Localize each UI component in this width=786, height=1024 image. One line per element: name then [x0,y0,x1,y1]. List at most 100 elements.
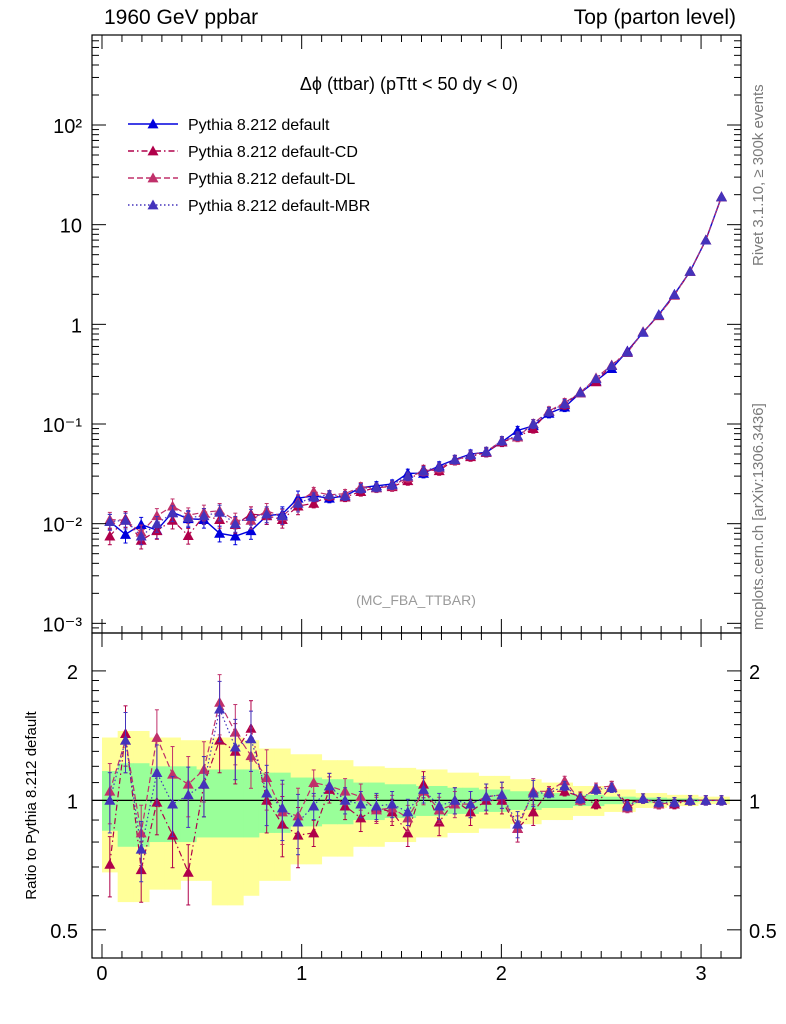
data-point-s3 [167,507,179,518]
series-line-0 [109,196,723,537]
data-point-s3 [276,510,288,521]
ratio-point-s2 [104,794,116,805]
uncertainty-band-inner [117,763,134,847]
data-point-s0 [512,425,524,435]
ratio-point-s2 [449,794,461,805]
plot-title: Δϕ (ttbar) (pTtt < 50 dy < 0) [300,74,518,94]
data-point-s3 [214,506,226,517]
ratio-point-s2 [590,783,602,794]
data-point-s3 [370,481,382,492]
ratio-point-s2 [684,794,696,805]
y-tick-label: 10 [60,216,82,238]
data-point-s3 [668,289,680,299]
data-point-s3 [543,406,555,417]
data-point-s0 [135,519,147,529]
ratio-point-s2 [606,782,618,793]
ratio-point-s2 [135,843,147,854]
ratio-y-axis-label: Ratio to Pythia 8.212 default [23,710,40,899]
ratio-point-s2 [229,741,241,752]
data-point-s3 [198,510,210,521]
y-tick-label: 10² [53,116,82,138]
data-point-s2 [308,486,320,496]
data-point-s3 [355,483,367,493]
data-point-s3 [465,449,477,460]
data-point-s3 [433,461,445,472]
ratio-y-tick-label-right: 1 [749,791,760,813]
ratio-point-s2 [182,789,194,800]
ratio-point-s2 [621,800,633,811]
ratio-point-s2 [715,794,727,805]
ratio-y-tick-label-right: 2 [749,662,760,684]
data-point-s3 [637,326,649,337]
ratio-point-s2 [167,798,179,809]
data-point-s3 [261,508,273,519]
x-tick-label: 2 [496,963,507,985]
ratio-frame [91,632,742,959]
ratio-y-tick-label-right: 0.5 [749,921,777,943]
y-tick-label: 1 [71,315,82,337]
data-point-s3 [339,490,351,501]
ratio-point-s0 [308,827,320,838]
legend-label-3: Pythia 8.212 default-MBR [188,198,370,215]
analysis-watermark: (MC_FBA_TTBAR) [356,592,476,608]
ratio-point-s2 [292,816,304,827]
legend-marker-1 [147,145,159,156]
ratio-y-tick-label: 1 [67,791,78,813]
data-point-s3 [418,465,430,476]
data-point-s0 [214,527,226,538]
ratio-point-s2 [214,703,226,714]
ratio-point-s2 [637,793,649,803]
ratio-point-s2 [308,800,320,811]
ratio-point-s1 [151,732,163,742]
ratio-point-s0 [182,866,194,877]
data-point-s3 [323,489,335,500]
data-point-s3 [104,516,116,526]
legend-marker-3 [147,199,159,210]
data-point-s1 [182,530,194,540]
data-point-s3 [135,530,147,541]
data-point-s0 [229,530,241,541]
ratio-point-s2 [574,793,586,803]
header-left-label: 1960 GeV ppbar [104,6,259,29]
data-point-s0 [120,528,132,539]
ratio-point-s2 [339,794,351,805]
data-point-s3 [606,360,618,371]
data-point-s3 [527,418,539,429]
header-right-label: Top (parton level) [573,6,736,29]
ratio-point-s2 [151,767,163,778]
series-line-3 [109,196,723,537]
y-tick-label: 10⁻³ [43,614,83,636]
data-point-s3 [182,512,194,523]
data-point-s3 [684,265,696,276]
uncertainty-band-inner [227,769,244,838]
data-point-s3 [590,373,602,384]
ratio-point-s0 [527,806,539,817]
ratio-point-s2 [245,733,257,744]
ratio-point-s1 [559,775,571,786]
legend-label-1: Pythia 8.212 default-CD [188,144,358,161]
ratio-point-s2 [370,800,382,811]
legend-marker-2 [147,172,159,183]
data-point-s3 [308,491,320,502]
data-point-s3 [120,514,132,525]
legend-label-0: Pythia 8.212 default [188,117,330,134]
data-point-s2 [151,510,163,521]
ratio-point-s2 [402,806,414,817]
ratio-point-s2 [418,783,430,794]
x-tick-label: 1 [296,963,307,985]
series-line-2 [109,196,723,534]
ratio-point-s2 [323,780,335,791]
ratio-point-s2 [433,800,445,811]
data-point-s3 [402,470,414,481]
ratio-point-s2 [465,798,477,809]
ratio-point-s2 [355,798,367,809]
uncertainty-band-inner [243,769,260,838]
x-tick-label: 3 [695,963,706,985]
ratio-plot-panel: 0.5 0.5 1 1 2 2 0 1 2 3 Ratio to Pythia 8.212 defa… [23,632,777,985]
ratio-line-1 [109,700,722,834]
data-point-s3 [621,346,633,357]
legend-label-2: Pythia 8.212 default-DL [188,171,355,188]
ratio-point-s1 [167,768,179,779]
ratio-line-2 [109,707,722,850]
